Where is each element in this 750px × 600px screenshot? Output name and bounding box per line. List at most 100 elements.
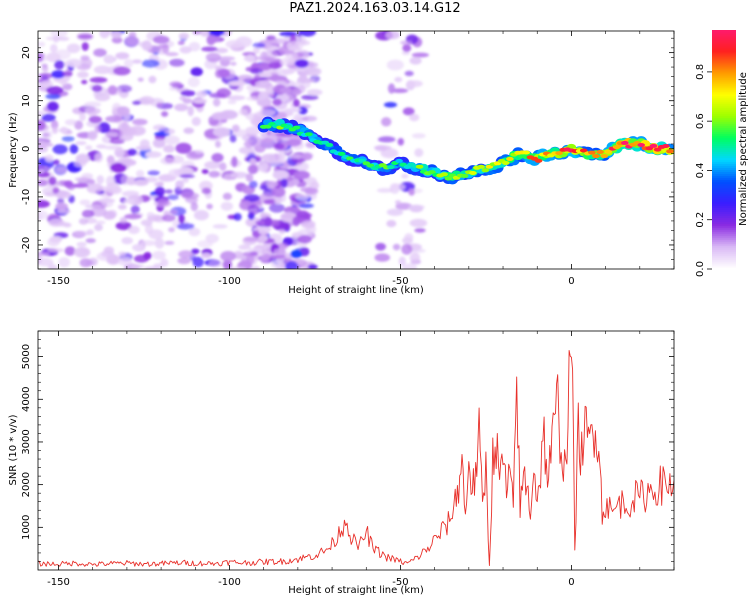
colorbar-cell (712, 171, 736, 174)
spectrogram-noise-cell (152, 138, 166, 148)
spectrogram-ridge-cell (325, 142, 334, 147)
spectrogram-noise-cell (212, 224, 228, 229)
snr-y-tick-label: 1000 (21, 515, 32, 540)
spectrogram-ridge-cell (460, 173, 469, 178)
colorbar-cell (712, 175, 736, 178)
spectrogram-ridge-cell (428, 170, 436, 175)
colorbar-cell (712, 89, 736, 93)
colorbar-cell (712, 75, 736, 79)
spectrogram-noise-cell (66, 43, 81, 54)
spectrogram-noise-cell (50, 119, 59, 130)
colorbar-cell (712, 85, 736, 89)
spectrogram-ridge-cell (444, 176, 453, 181)
colorbar-cell (712, 149, 736, 153)
spectrogram-noise-cell (73, 160, 86, 168)
spectrogram-noise-cell (310, 181, 320, 190)
spectrogram-noise-cell (117, 204, 127, 210)
colorbar-cell (712, 251, 736, 254)
spectrogram-noise-cell (38, 169, 45, 174)
spectrogram-noise-cell (99, 31, 110, 39)
spectrogram-ridge-cell (481, 168, 490, 173)
spectrogram-noise-cell (290, 250, 303, 259)
spectrogram-noise-cell (81, 79, 88, 85)
spectrogram-noise-cell (266, 180, 278, 188)
spectrogram-noise-cell (129, 264, 145, 269)
colorbar-cell (712, 213, 736, 216)
spectrogram-noise-cell (386, 208, 404, 216)
colorbar-cell (712, 253, 736, 256)
colorbar-cell (712, 67, 736, 71)
colorbar-cell (712, 79, 736, 83)
spectrogram-noise-cell (152, 250, 166, 260)
spectrogram-noise-cell (88, 115, 103, 124)
spectrogram-noise-cell (132, 100, 142, 105)
spectrogram-noise-cell (293, 170, 310, 180)
spectrogram-noise-cell (212, 127, 231, 137)
spectrogram-noise-cell (240, 257, 251, 264)
chart-title: PAZ1.2024.163.03.14.G12 (289, 1, 461, 16)
snr-panel: -150 -100 -50 0 1000 2000 3000 4000 5000 Height… (8, 330, 675, 596)
spectrogram-noise-cell (135, 169, 145, 178)
colorbar-cell (712, 211, 736, 214)
spectrogram-noise-cell (192, 31, 202, 35)
colorbar-cell (712, 41, 736, 45)
spectrogram-noise-cell (145, 151, 162, 158)
spectrogram-noise-cell (52, 187, 60, 194)
spectrogram-ridge-cell (337, 151, 346, 156)
spectrogram-noise-cell (302, 115, 317, 122)
colorbar-cell (712, 215, 736, 218)
spectrogram-noise-cell (132, 244, 145, 251)
spectrogram-noise-cell (163, 145, 175, 153)
spectrogram-noise-cell (169, 210, 178, 215)
spectrogram-noise-cell (269, 203, 285, 213)
spectrogram-noise-cell (231, 156, 238, 168)
spectrogram-noise-cell (167, 194, 179, 201)
spectrogram-noise-cell (261, 153, 277, 162)
spectrogram-noise-cell (211, 112, 230, 120)
spectrogram-noise-cell (233, 250, 244, 260)
colorbar-cell (712, 93, 736, 97)
colorbar-cell (712, 159, 736, 163)
spectrogram-noise-cell (205, 233, 219, 244)
spectrogram-noise-cell (38, 251, 51, 256)
spectrogram-noise-cell (124, 213, 142, 220)
spectrogram-noise-cell (295, 194, 310, 201)
colorbar-cell (712, 77, 736, 81)
spectrogram-noise-cell (174, 103, 189, 112)
colorbar-cell (712, 205, 736, 208)
spectrogram-noise-cell (264, 58, 280, 63)
spectrogram-noise-cell (190, 202, 198, 212)
colorbar-cell (712, 103, 736, 107)
colorbar-cell (712, 117, 736, 121)
spectrogram-noise-cell (306, 89, 323, 96)
snr-series-line (38, 350, 674, 567)
spectrogram-y-tick-label: -20 (21, 237, 32, 253)
spectrogram-noise-cell (188, 41, 201, 52)
colorbar-cell (712, 245, 736, 248)
spectrogram-noise-cell (215, 47, 229, 54)
spectrogram-noise-cell (259, 161, 269, 172)
colorbar-cell (712, 235, 736, 238)
spectrogram-noise-cell (77, 34, 93, 40)
spectrogram-noise-cell (286, 138, 302, 147)
colorbar-cell (712, 247, 736, 250)
spectrogram-noise-cell (411, 52, 429, 58)
colorbar-ticks: 0.0 0.2 0.4 0.6 0.8 (695, 64, 712, 277)
spectrogram-noise-cell (220, 201, 234, 211)
colorbar-cell (712, 165, 736, 169)
spectrogram-noise-cell (50, 31, 68, 38)
spectrogram-ridge-cell (469, 171, 477, 175)
colorbar-cell (712, 73, 736, 77)
spectrogram-noise-cell (238, 108, 248, 116)
spectrogram-noise-cell (263, 218, 273, 227)
spectrogram-noise-cell (301, 152, 313, 161)
colorbar-cell (712, 191, 736, 194)
spectrogram-ridge-cell (596, 150, 604, 154)
spectrogram-noise-cell (401, 173, 409, 179)
spectrogram-noise-cell (180, 90, 196, 97)
spectrogram-noise-cell (76, 241, 87, 247)
spectrogram-noise-cell (280, 214, 295, 219)
spectrogram-x-axis-label: Height of straight line (km) (288, 285, 424, 296)
spectrogram-noise-cell (41, 63, 48, 68)
spectrogram-noise-cell (414, 148, 424, 158)
